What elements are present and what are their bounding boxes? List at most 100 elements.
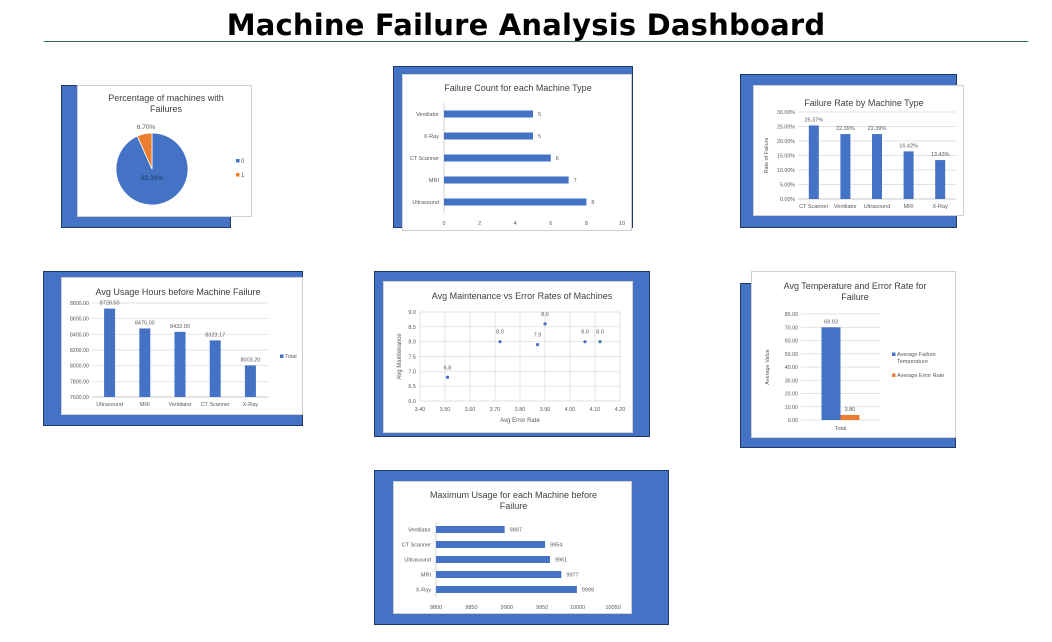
data-label: 6 <box>556 156 559 162</box>
x-tick-label: 4.10 <box>590 407 601 413</box>
data-label: 9954 <box>550 543 562 549</box>
scatter-point <box>583 340 587 344</box>
y-tick-label: 7.5 <box>408 355 416 361</box>
hours-chart: Avg Usage Hours before Machine Failure 76… <box>70 287 297 408</box>
legend-entry: 1 <box>241 173 245 179</box>
data-label: 3.80 <box>845 407 856 413</box>
y-tick-label: 0.00 <box>788 418 798 424</box>
y-tick-label: 9.0 <box>408 310 416 316</box>
category-label: X-Ray <box>243 402 259 408</box>
y-tick-label: 8600.00 <box>70 317 89 323</box>
y-tick-label: 8.0 <box>408 340 416 346</box>
pie-data-label: 6.70% <box>137 124 156 131</box>
y-tick-label: 8800.00 <box>70 301 89 307</box>
y-tick-label: 7600.00 <box>70 395 89 401</box>
chart-title: Failure Rate by Machine Type <box>804 98 923 108</box>
x-tick-label: 10050 <box>605 605 620 611</box>
bar <box>436 556 550 563</box>
category-label: MRI <box>140 402 151 408</box>
data-label: 6.8 <box>444 365 452 371</box>
scatter-chart-area: Avg Maintenance vs Error Rates of Machin… <box>383 281 633 433</box>
category-label: Ventilator <box>416 112 439 118</box>
chart-title: Failure <box>841 292 869 302</box>
legend-swatch <box>236 173 240 177</box>
y-tick-label: 50.00 <box>785 352 798 358</box>
data-label: 8728.50 <box>100 301 120 307</box>
y-tick-label: 25.00% <box>777 125 795 131</box>
data-label: 9897 <box>510 528 522 534</box>
y-tick-label: 70.00 <box>785 325 798 331</box>
category-label: Ultrasound <box>864 204 891 210</box>
y-axis-title: Rate of Failure <box>764 137 770 173</box>
chart-title: Failures <box>150 104 183 114</box>
bar <box>174 331 186 397</box>
data-label: 8.0 <box>596 330 604 336</box>
y-tick-label: 7.0 <box>408 369 416 375</box>
bar <box>444 110 533 118</box>
legend-swatch <box>892 373 896 377</box>
legend-entry: Average Error Rate <box>897 373 944 379</box>
bar <box>436 586 577 593</box>
y-tick-label: 8200.00 <box>70 348 89 354</box>
maxusage-chart-area: Maximum Usage for each Machine before Fai… <box>393 481 632 614</box>
data-label: 25.37% <box>804 117 823 123</box>
chart-title: Avg Temperature and Error Rate for <box>784 281 927 291</box>
bar <box>872 134 882 199</box>
x-tick-label: 4.20 <box>615 407 626 413</box>
x-tick-label: 9850 <box>465 605 477 611</box>
bar <box>104 308 116 397</box>
x-tick-label: 10000 <box>570 605 585 611</box>
data-label: 8432.00 <box>170 324 190 330</box>
legend-swatch <box>280 354 284 358</box>
bar <box>436 541 546 548</box>
chart-title: Failure Count for each Machine Type <box>444 83 591 93</box>
dashboard-title: Machine Failure Analysis Dashboard <box>226 8 826 42</box>
x-tick-label: 6 <box>549 221 552 227</box>
count-chart-area: Failure Count for each Machine Type 0 2 4 6 8… <box>402 74 632 231</box>
hours-chart-area: Avg Usage Hours before Machine Failure 76… <box>61 277 303 415</box>
y-tick-label: 6.5 <box>408 384 416 390</box>
x-tick-label: 3.50 <box>440 407 451 413</box>
data-label: 8003.20 <box>240 357 260 363</box>
chart-title: Percentage of machines with <box>108 93 224 103</box>
category-label: Ultrasound <box>412 200 439 206</box>
category-label: MRI <box>421 573 432 579</box>
y-tick-label: 6.0 <box>408 399 416 405</box>
bar <box>444 132 533 140</box>
pie-slice <box>136 132 153 170</box>
y-tick-label: 60.00 <box>785 339 798 345</box>
y-tick-label: 30.00% <box>777 110 795 116</box>
category-label: CT Scanner <box>201 402 230 408</box>
bar <box>444 198 587 206</box>
scatter-chart: Avg Maintenance vs Error Rates of Machin… <box>397 291 626 424</box>
category-label: Ultrasound <box>404 558 431 564</box>
x-axis-title: Avg Error Rate <box>500 418 540 424</box>
category-label: Total <box>835 426 847 432</box>
data-label: 9999 <box>582 588 594 594</box>
category-label: MRI <box>904 204 915 210</box>
data-label: 13.43% <box>931 152 950 158</box>
data-label: 8.0 <box>496 330 504 336</box>
maxusage-chart: Maximum Usage for each Machine beforeFai… <box>402 490 621 611</box>
y-axis-title: Average Value <box>765 349 771 385</box>
legend-entry: Total <box>285 354 297 360</box>
data-label: 9961 <box>555 558 567 564</box>
bar <box>139 328 151 397</box>
y-tick-label: 8400.00 <box>70 332 89 338</box>
scatter-point <box>535 343 540 347</box>
scatter-point <box>445 375 450 379</box>
bar <box>840 134 851 199</box>
x-tick-label: 3.40 <box>415 407 426 413</box>
bar <box>444 176 569 184</box>
bar <box>244 365 256 397</box>
x-tick-label: 3.60 <box>465 407 476 413</box>
category-label: X-Ray <box>933 204 949 210</box>
data-label: 8475.00 <box>135 320 155 326</box>
category-label: CT Scanner <box>410 156 439 162</box>
rate-chart-area: Failure Rate by Machine Type 0.00% 5.00% 10… <box>753 85 964 216</box>
category-label: MRI <box>429 178 440 184</box>
bar <box>444 154 551 162</box>
category-label: Ventilator <box>169 402 192 408</box>
x-tick-label: 10 <box>619 221 625 227</box>
